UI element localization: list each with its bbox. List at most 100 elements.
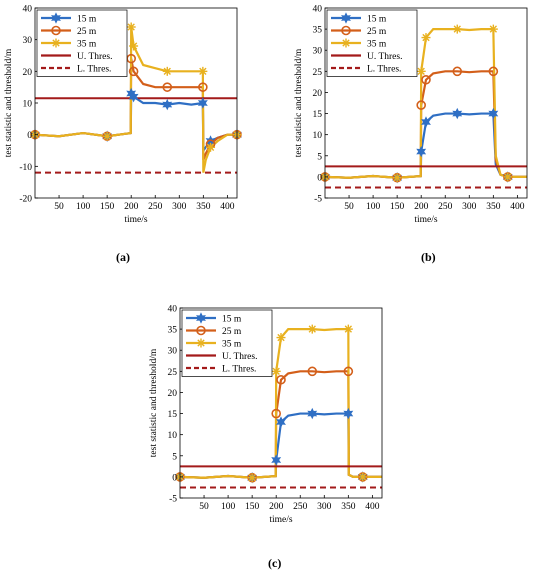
marker-15m-5	[416, 145, 427, 158]
x-axis-label: time/s	[124, 215, 148, 225]
marker-35m-5	[126, 22, 136, 32]
marker-15m-5	[271, 454, 282, 466]
marker-legend-15m-0	[51, 12, 61, 24]
x-tick-label: 100	[76, 202, 91, 212]
caption-c: (c)	[268, 556, 282, 570]
legend-label: 35 m	[222, 340, 242, 350]
legend-label: L. Thres.	[77, 65, 111, 75]
marker-15m-9	[162, 98, 173, 111]
marker-legend-25m-1	[51, 25, 61, 36]
x-tick-label: 400	[510, 202, 525, 212]
marker-legend-25m-1	[196, 325, 206, 336]
x-tick-label: 250	[148, 202, 163, 212]
y-tick-label: -10	[19, 163, 32, 173]
chart-panel-b: 50 100 150 200 250 300 350 400 -5 0 5 10 15 20 25 30 35 4…	[290, 0, 550, 245]
marker-15m-9	[307, 407, 318, 420]
x-tick-label: 150	[100, 202, 115, 212]
marker-35m-3	[102, 131, 112, 141]
marker-35m-5	[416, 66, 426, 76]
x-tick-label: 400	[365, 502, 380, 512]
y-tick-label: 20	[23, 68, 33, 78]
marker-25m-9	[307, 366, 318, 377]
marker-25m-6	[276, 374, 286, 385]
legend-label: 25 m	[222, 327, 242, 337]
y-tick-label: 25	[168, 368, 178, 378]
legend-label: 15 m	[77, 15, 97, 25]
marker-legend-35m-2	[196, 338, 206, 348]
chart-a: 50 100 150 200 250 300 350 400 -20 -10 0 10 20 30 40 ti…	[4, 5, 242, 225]
marker-15m-9	[452, 107, 463, 120]
marker-15m-12	[343, 407, 354, 420]
y-tick-label: 30	[168, 347, 178, 357]
marker-15m-12	[197, 97, 208, 109]
legend-label: L. Thres.	[367, 65, 401, 75]
marker-35m-15	[206, 142, 216, 152]
x-tick-label: 200	[414, 202, 429, 212]
y-tick-label: 30	[313, 47, 323, 57]
y-tick-label: 10	[168, 431, 178, 441]
legend-label: U. Thres.	[367, 52, 402, 62]
x-axis-label: time/s	[414, 215, 438, 225]
x-tick-label: 400	[220, 202, 235, 212]
legend-label: 35 m	[77, 40, 97, 50]
y-tick-label: -20	[19, 195, 32, 205]
axes-box	[324, 7, 528, 199]
y-tick-label: 20	[313, 89, 323, 99]
y-tick-label: 25	[313, 68, 323, 78]
axes-box	[179, 307, 383, 499]
marker-35m-3	[247, 473, 257, 483]
legend-label: 35 m	[367, 40, 387, 50]
legend-label: U. Thres.	[222, 352, 257, 362]
marker-35m-5	[271, 366, 281, 376]
marker-35m-12	[198, 66, 208, 76]
caption-b: (b)	[421, 250, 436, 264]
marker-25m-5	[416, 100, 426, 110]
legend-label: 15 m	[367, 15, 387, 25]
y-tick-label: 40	[168, 305, 178, 315]
marker-35m-9	[162, 66, 172, 76]
y-tick-label: 0	[172, 473, 177, 483]
y-tick-label: 10	[23, 100, 33, 110]
x-tick-label: 150	[390, 202, 405, 212]
marker-25m-9	[452, 66, 463, 77]
marker-25m-5	[271, 408, 281, 419]
marker-35m-15	[358, 472, 368, 482]
marker-35m-12	[488, 24, 498, 34]
marker-legend-15m-0	[341, 12, 351, 24]
y-tick-label: 15	[168, 410, 178, 420]
x-tick-label: 350	[486, 202, 501, 212]
marker-35m-6	[129, 41, 139, 51]
legend-label: 25 m	[77, 27, 97, 37]
marker-25m-12	[488, 66, 499, 77]
legend-label: U. Thres.	[77, 52, 112, 62]
marker-legend-35m-2	[51, 38, 61, 48]
marker-35m-3	[392, 173, 402, 183]
x-tick-label: 100	[366, 202, 381, 212]
marker-25m-6	[421, 74, 431, 85]
y-tick-label: 40	[313, 5, 323, 15]
marker-15m-12	[488, 107, 499, 120]
x-tick-label: 300	[172, 202, 187, 212]
marker-25m-9	[162, 82, 173, 92]
y-tick-label: 0	[317, 173, 322, 183]
legend: 15 m 25 m 35 m U. Thres. L. Thres.	[36, 9, 128, 77]
y-tick-label: 35	[168, 326, 178, 336]
caption-a: (a)	[116, 250, 130, 264]
marker-15m-6	[128, 90, 139, 103]
marker-25m-6	[128, 66, 139, 77]
x-tick-label: 100	[221, 502, 236, 512]
marker-legend-35m-2	[341, 38, 351, 48]
marker-35m-15	[503, 172, 513, 182]
chart-panel-c: 50 100 150 200 250 300 350 400 -5 0 5 10 15 20 25 30 35 4…	[145, 300, 407, 545]
legend: 15 m 25 m 35 m U. Thres. L. Thres.	[181, 309, 273, 377]
y-axis-label: test statistic and threshold/m	[149, 348, 159, 457]
y-tick-label: 40	[23, 5, 33, 15]
y-tick-label: -5	[169, 495, 177, 505]
x-tick-label: 50	[54, 202, 64, 212]
y-axis-label: test statistic and threshold/m	[294, 48, 304, 157]
y-tick-label: 35	[313, 26, 323, 36]
x-tick-label: 300	[462, 202, 477, 212]
x-tick-label: 250	[293, 502, 308, 512]
y-tick-label: 5	[172, 452, 177, 462]
legend-label: 15 m	[222, 315, 242, 325]
